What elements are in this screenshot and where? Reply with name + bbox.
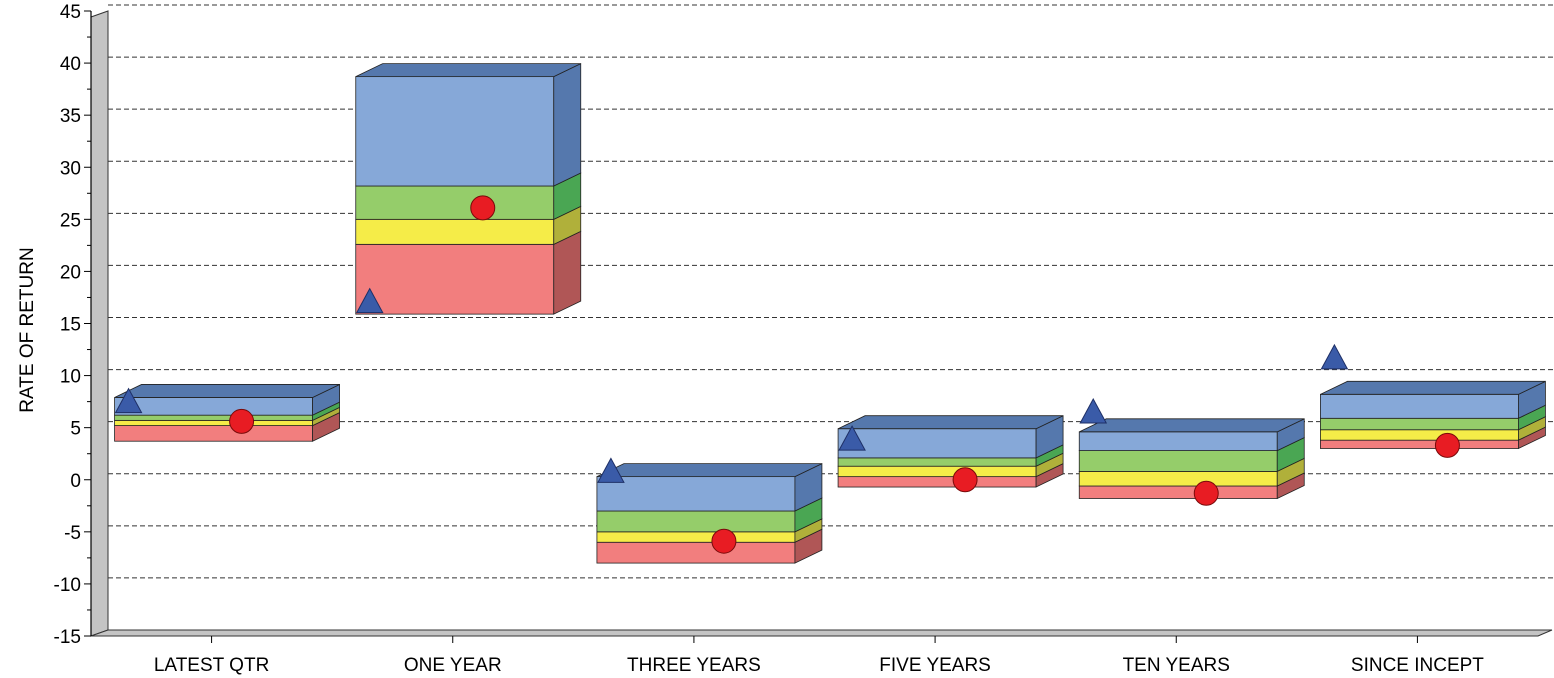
y-tick-label: 10	[60, 367, 81, 388]
bar-segment-front	[114, 425, 313, 442]
circle-marker	[952, 467, 978, 493]
y-tick-label: -10	[54, 575, 81, 596]
y-tick-label: 0	[70, 471, 81, 492]
bar-segment-front	[1078, 485, 1278, 499]
y-tick-label: 25	[60, 210, 81, 231]
left-wall	[90, 10, 109, 637]
triangle-marker	[838, 425, 866, 451]
triangle-marker	[597, 457, 625, 483]
y-tick-label: 15	[60, 315, 81, 336]
bar-segment-front	[1078, 431, 1278, 451]
y-tick-label: 30	[60, 158, 81, 179]
bar-segment-front	[355, 218, 555, 245]
circle-marker	[711, 528, 737, 554]
y-tick-label: -15	[54, 627, 81, 648]
bar-segment-front	[114, 414, 313, 421]
bar-segment-front	[596, 541, 796, 564]
chart-walls	[90, 10, 1553, 637]
bar-segment-front	[596, 531, 796, 543]
bar-segment-front	[1320, 417, 1519, 431]
bar-segment-front	[837, 457, 1037, 467]
bar-group	[596, 462, 823, 564]
y-tick-label: 5	[70, 419, 81, 440]
y-axis-title: RATE OF RETURN	[17, 247, 38, 412]
bar-group	[837, 415, 1064, 488]
grid-lines	[108, 4, 1553, 579]
bar-segment-front	[114, 397, 313, 416]
floor	[90, 629, 1553, 637]
triangle-marker	[355, 287, 384, 314]
circle-marker	[1434, 432, 1460, 458]
bars-layer	[114, 62, 1546, 564]
bar-top-face	[355, 63, 581, 78]
y-tick-label: -5	[64, 523, 81, 544]
y-tick-label: 45	[60, 2, 81, 23]
x-tick-label: LATEST QTR	[154, 655, 269, 676]
bar-segment-front	[837, 465, 1037, 478]
circle-marker	[470, 195, 496, 221]
bar-top-face	[114, 384, 340, 398]
bar-segment-front	[596, 510, 796, 533]
bar-segment-front	[596, 476, 796, 512]
bar-segment-front	[355, 76, 555, 187]
bar-segment-front	[1320, 439, 1519, 449]
bar-top-face	[1320, 380, 1546, 395]
bar-top-face	[596, 463, 823, 478]
bar-segment-front	[355, 185, 555, 220]
bar-segment-side	[553, 62, 582, 187]
bar-segment-front	[1320, 393, 1519, 419]
y-axis: -15 -10 -5 0 5 10 15 20 25 30 35 40 45	[54, 2, 92, 648]
triangle-marker	[1079, 397, 1108, 424]
y-tick-label: 35	[60, 106, 81, 127]
x-axis: LATEST QTR ONE YEAR THREE YEARS FIVE YEARS T…	[154, 636, 1484, 676]
bar-group	[1078, 418, 1305, 500]
bar-group	[114, 383, 340, 442]
x-tick-label: FIVE YEARS	[879, 655, 991, 676]
bar-segment-front	[355, 243, 555, 315]
x-tick-label: THREE YEARS	[627, 655, 761, 676]
bar-top-face	[837, 415, 1064, 430]
bar-segment-front	[837, 428, 1037, 459]
y-tick-label: 40	[60, 54, 81, 75]
x-tick-label: ONE YEAR	[404, 655, 502, 676]
markers-layer	[114, 195, 1460, 554]
circle-marker	[229, 408, 255, 434]
bar-segment-front	[1078, 450, 1278, 472]
y-tick-label: 20	[60, 262, 81, 283]
x-tick-label: TEN YEARS	[1123, 655, 1230, 676]
triangle-marker	[114, 387, 143, 414]
circle-marker	[1193, 480, 1219, 506]
bar-group	[1320, 380, 1546, 450]
bar-segment-front	[1320, 429, 1519, 441]
bar-segment-front	[114, 419, 313, 426]
bar-segment-front	[837, 476, 1037, 488]
bar-segment-front	[1078, 471, 1278, 487]
bar-top-face	[1079, 418, 1305, 433]
triangle-marker	[1320, 343, 1349, 370]
bar-group	[355, 62, 582, 315]
x-tick-label: SINCE INCEPT	[1351, 655, 1484, 676]
bar-segment-side	[553, 230, 582, 315]
